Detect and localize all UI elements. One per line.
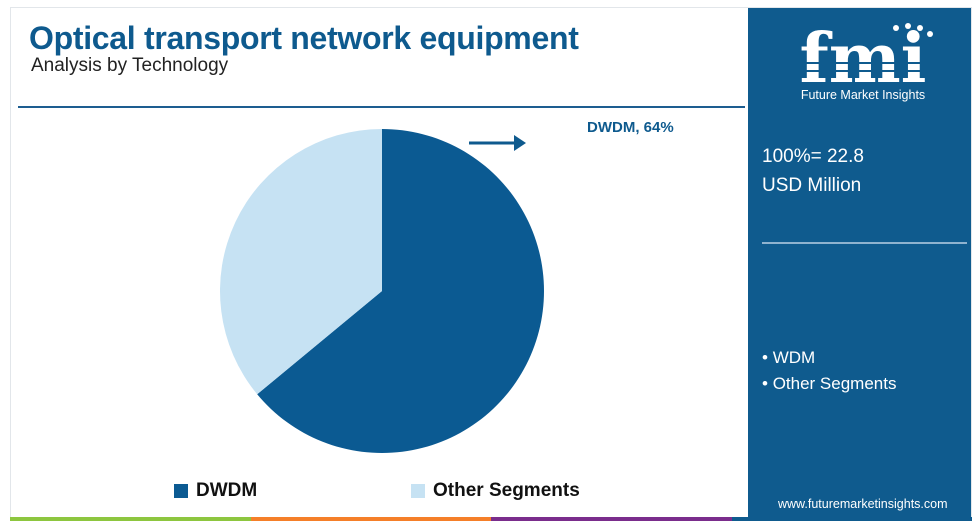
- strip-segment: [731, 517, 972, 521]
- logo-text: fmi: [799, 22, 926, 88]
- legend-label: Other Segments: [433, 480, 580, 501]
- strip-segment: [491, 517, 732, 521]
- pie-slices: [219, 129, 544, 454]
- strip-segment: [250, 517, 491, 521]
- legend-item-dwdm: DWDM: [174, 480, 257, 502]
- total-value: 100%= 22.8: [762, 146, 864, 167]
- legend-swatch-dwdm: [174, 484, 188, 498]
- logo-tagline: Future Market Insights: [800, 88, 926, 102]
- chart-subtitle: Analysis by Technology: [31, 55, 229, 76]
- panel-divider: [762, 242, 967, 244]
- legend-label: DWDM: [196, 480, 258, 501]
- brand-color-strip: [10, 517, 972, 521]
- pie-slice-dwdm: [257, 129, 544, 454]
- segment-item-wdm: • WDM: [762, 348, 816, 367]
- pie-chart: [219, 129, 544, 454]
- pie-slice-other-segments: [219, 129, 382, 395]
- infographic-card: Optical transport network equipment Anal…: [10, 7, 972, 521]
- summary-panel: fmi Future Market Insights 100%= 22.8 US…: [748, 8, 971, 520]
- chart-title: Optical transport network equipment: [29, 20, 579, 56]
- segment-list: • WDM • Other Segments: [762, 345, 896, 397]
- callout-label: DWDM, 64%: [587, 119, 674, 136]
- title-divider: [18, 106, 745, 108]
- total-unit: USD Million: [762, 175, 862, 196]
- strip-segment: [10, 517, 251, 521]
- legend-item-other-segments: Other Segments: [411, 480, 580, 502]
- legend-swatch-other-segments: [411, 484, 425, 498]
- fmi-logo-icon: fmi: [792, 22, 934, 88]
- segment-item-other-segments: • Other Segments: [762, 374, 897, 393]
- callout-arrow-icon: [469, 135, 526, 151]
- website-link[interactable]: www.futuremarketinsights.com: [778, 497, 948, 511]
